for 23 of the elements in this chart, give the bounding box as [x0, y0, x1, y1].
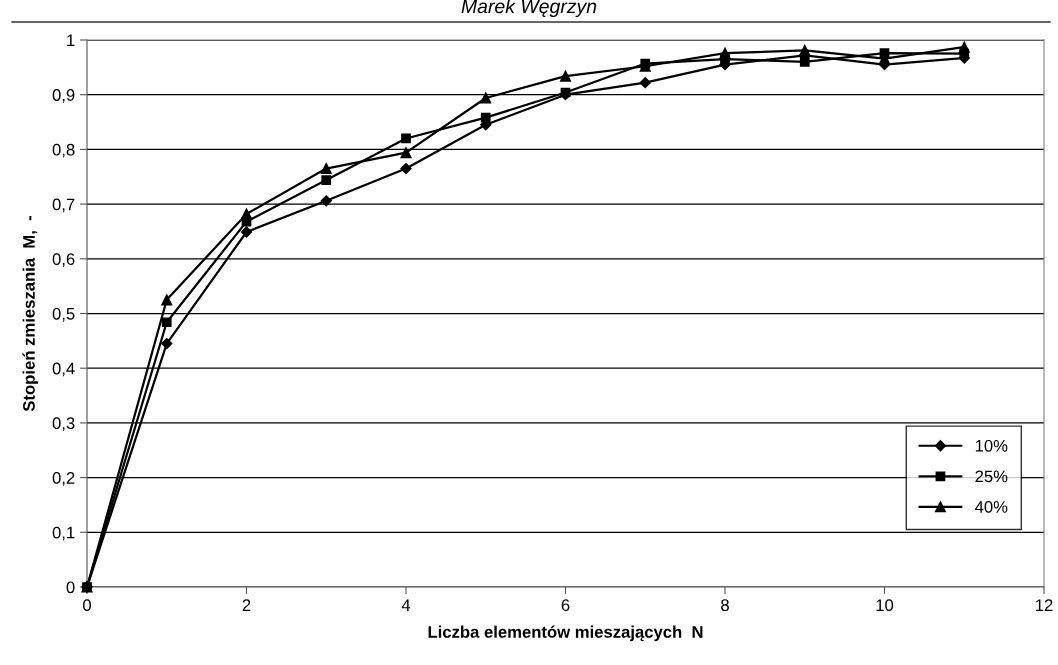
- y-tick-label: 0,8: [52, 143, 75, 158]
- x-tick-label: 10: [876, 599, 894, 612]
- y-tick-label: 0,5: [52, 307, 75, 322]
- x-tick-label: 2: [242, 599, 251, 611]
- legend-label: 40%: [975, 501, 1008, 513]
- legend-label: 25%: [975, 470, 1008, 483]
- x-tick-label: 6: [561, 599, 570, 612]
- y-tick-label: 0,4: [52, 362, 75, 377]
- y-tick-label: 0,6: [52, 253, 75, 267]
- y-tick-label: 1: [67, 34, 75, 47]
- x-tick-label: 8: [721, 599, 729, 612]
- y-tick-label: 0,2: [52, 472, 75, 486]
- y-tick-label: 0,1: [52, 526, 75, 541]
- y-tick-label: 0: [66, 581, 75, 594]
- x-tick-label: 0: [83, 599, 91, 612]
- x-axis-title: Liczba elementów mieszających N: [428, 625, 703, 642]
- x-tick-label: 4: [401, 599, 411, 611]
- legend-label: 10%: [975, 439, 1008, 452]
- y-tick-label: 0,9: [52, 89, 75, 103]
- x-tick-label: 12: [1036, 599, 1053, 611]
- y-tick-label: 0,7: [52, 198, 75, 213]
- y-axis-title: Stopień zmieszania M, -: [22, 216, 39, 412]
- y-tick-label: 0,3: [52, 417, 75, 432]
